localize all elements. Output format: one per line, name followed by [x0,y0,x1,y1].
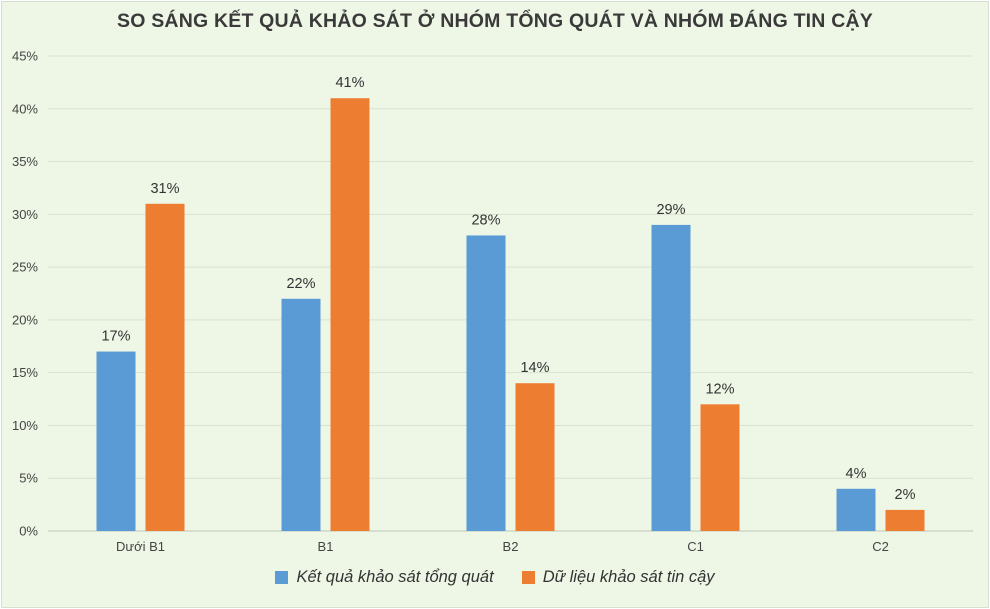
chart-legend: Kết quả khảo sát tổng quát Dữ liệu khảo … [0,568,990,587]
bar-reliable [515,383,555,531]
chart-title: SO SÁNG KẾT QUẢ KHẢO SÁT Ở NHÓM TỔNG QUÁ… [117,10,873,32]
y-tick-label: 5% [19,471,38,486]
data-label: 28% [471,212,500,228]
bar-reliable [700,404,740,531]
bar-general [836,488,876,531]
x-category-label: C1 [687,539,704,554]
data-label: 22% [286,276,315,292]
bar-general [651,224,691,531]
data-label: 4% [846,466,867,482]
data-label: 2% [895,487,916,503]
legend-label-reliable: Dữ liệu khảo sát tin cậy [542,568,715,586]
x-category-label: B1 [318,539,334,554]
x-category-label: C2 [872,539,889,554]
legend-swatch-general [275,571,289,584]
bar-general [281,298,321,531]
y-tick-label: 0% [19,524,38,539]
legend-label-general: Kết quả khảo sát tổng quát [296,568,494,586]
y-tick-label: 45% [12,49,38,64]
data-label: 12% [705,381,734,397]
y-tick-label: 15% [12,365,38,380]
y-tick-label: 30% [12,207,38,222]
legend-item-reliable: Dữ liệu khảo sát tin cậy [521,568,715,587]
data-label: 41% [335,75,364,91]
x-category-label: B2 [503,539,519,554]
y-tick-label: 35% [12,154,38,169]
bar-reliable [330,98,370,531]
y-tick-label: 40% [12,101,38,116]
data-label: 17% [101,329,130,345]
bar-reliable [145,203,185,531]
data-label: 29% [656,202,685,218]
y-tick-label: 20% [12,312,38,327]
legend-swatch-reliable [521,571,535,584]
legend-item-general: Kết quả khảo sát tổng quát [275,568,494,587]
y-tick-label: 25% [12,260,38,275]
bar-reliable [885,509,925,531]
y-tick-label: 10% [12,418,38,433]
bar-general [96,351,136,531]
data-label: 14% [520,360,549,376]
x-category-label: Dưới B1 [116,539,165,554]
data-label: 31% [150,181,179,197]
bar-general [466,235,506,531]
